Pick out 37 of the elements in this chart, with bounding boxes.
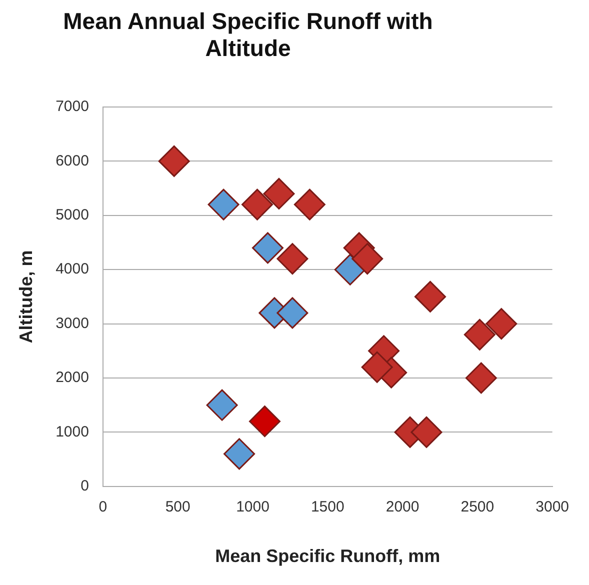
x-axis-title: Mean Specific Runoff, mm <box>215 546 440 566</box>
y-tick-label: 0 <box>80 478 89 495</box>
point <box>352 243 384 275</box>
chart-title: Mean Annual Specific Runoff with Altitude <box>62 8 434 63</box>
point <box>294 188 326 220</box>
y-tick-label: 7000 <box>56 98 89 116</box>
point <box>206 389 238 421</box>
x-tick-label: 0 <box>98 498 108 516</box>
y-tick-label: 3000 <box>56 314 89 332</box>
point <box>276 243 308 275</box>
point <box>241 188 273 220</box>
x-tick-label: 500 <box>165 498 190 516</box>
point <box>414 280 446 312</box>
point <box>464 318 496 350</box>
point <box>486 308 518 340</box>
y-tick-label: 4000 <box>56 260 89 278</box>
point <box>224 438 256 470</box>
y-axis-title: Altitude, m <box>16 250 36 344</box>
x-tick-label: 1500 <box>310 498 344 516</box>
point <box>263 178 295 210</box>
y-tick-label: 1000 <box>56 423 89 440</box>
x-tick-label: 3000 <box>536 498 570 516</box>
point <box>465 362 497 394</box>
point <box>158 145 190 177</box>
y-tick-label: 6000 <box>56 152 89 170</box>
point <box>276 297 308 329</box>
point <box>248 406 280 438</box>
point <box>361 351 393 383</box>
x-tick-label: 2500 <box>460 498 494 516</box>
point <box>334 254 366 286</box>
point <box>252 232 284 264</box>
point <box>208 188 240 220</box>
point <box>410 416 442 448</box>
x-tick-label: 2000 <box>386 498 420 516</box>
y-tick-label: 2000 <box>56 369 89 386</box>
x-tick-label: 1000 <box>236 498 270 516</box>
y-tick-label: 5000 <box>56 206 89 224</box>
